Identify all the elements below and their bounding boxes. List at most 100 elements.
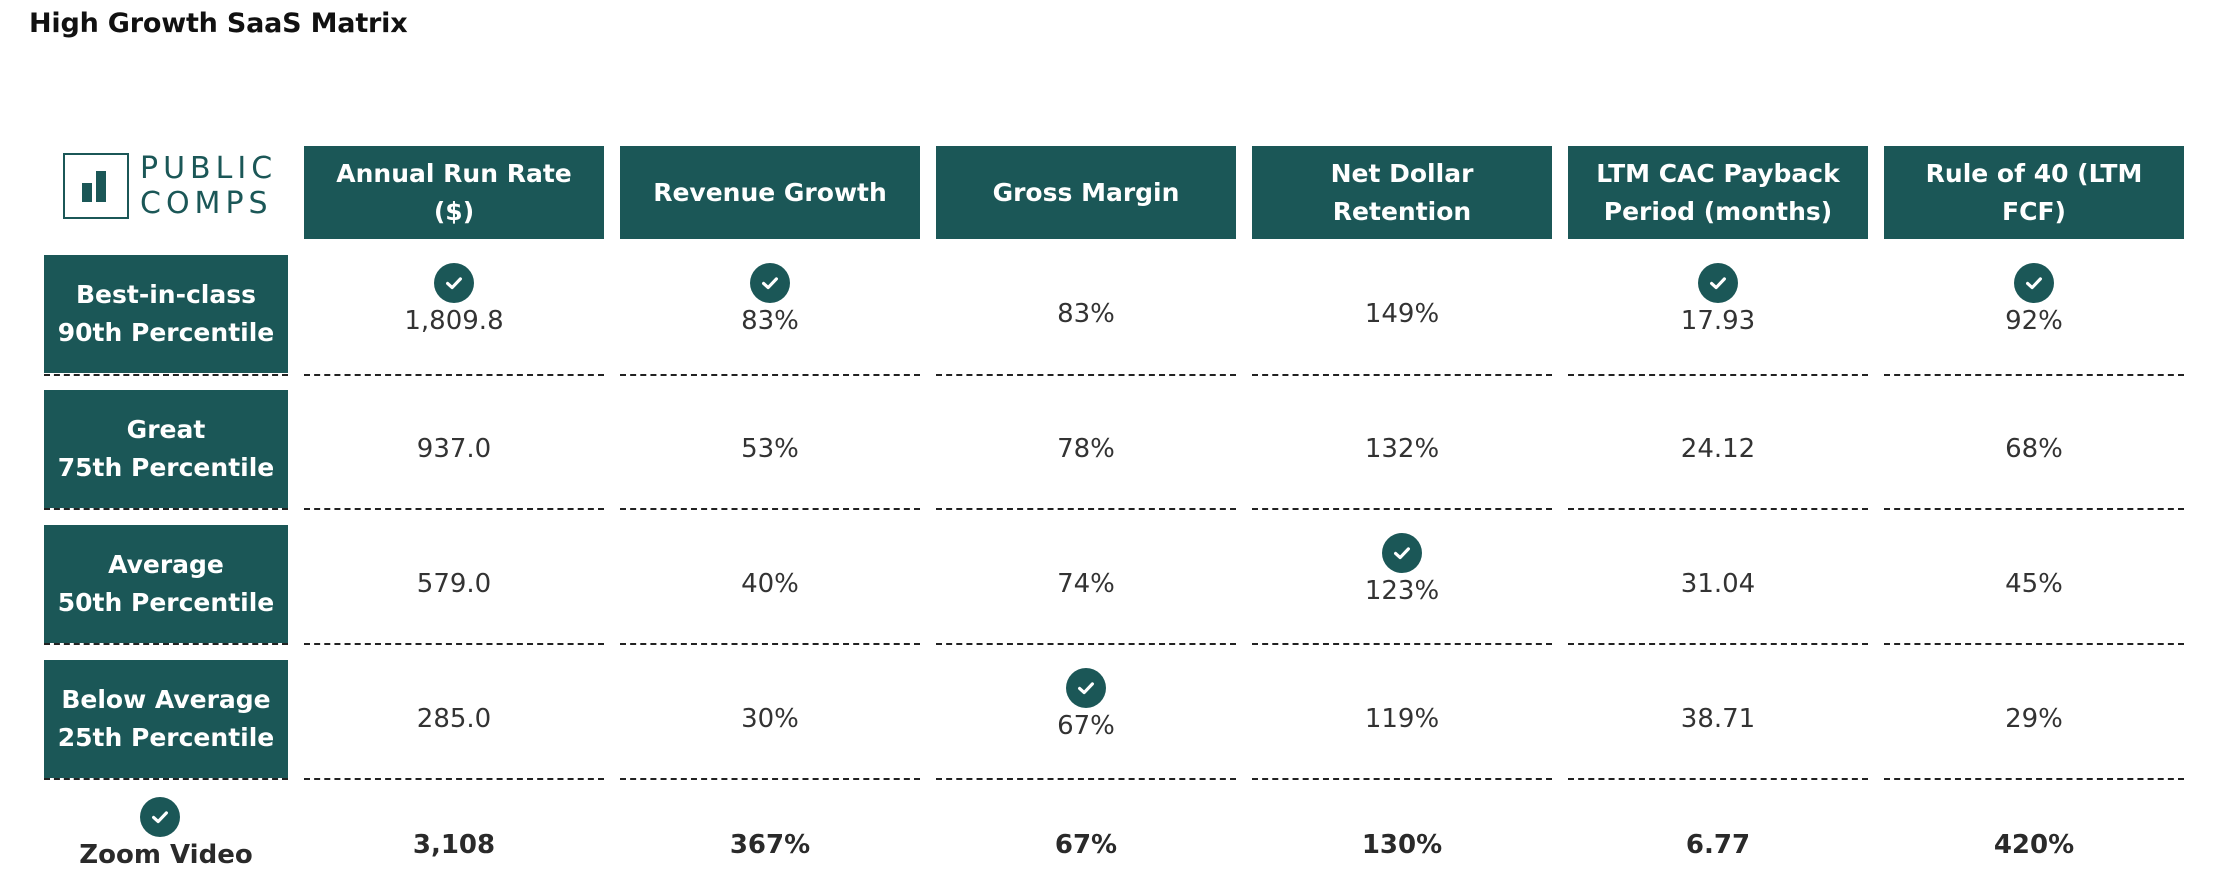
matrix-cell: 38.71 bbox=[1568, 660, 1868, 778]
row-divider bbox=[620, 643, 920, 645]
company-value-annual-run-rate: 3,108 bbox=[412, 830, 496, 860]
cell-value: 29% bbox=[2005, 704, 2063, 734]
row-header: Average 50th Percentile bbox=[44, 525, 288, 643]
row-divider bbox=[1252, 374, 1552, 376]
row-header-percentile: 50th Percentile bbox=[57, 588, 275, 617]
matrix-cell: 937.0 bbox=[304, 390, 604, 508]
matrix-cell: 285.0 bbox=[304, 660, 604, 778]
column-header-gross-margin: Gross Margin bbox=[936, 146, 1236, 239]
checkmark-icon bbox=[1066, 668, 1106, 708]
row-header: Best-in-class 90th Percentile bbox=[44, 255, 288, 373]
row-divider bbox=[620, 778, 920, 780]
matrix-cell: 53% bbox=[620, 390, 920, 508]
checkmark-icon bbox=[1698, 263, 1738, 303]
row-header: Below Average 25th Percentile bbox=[44, 660, 288, 778]
matrix-cell: 119% bbox=[1252, 660, 1552, 778]
cell-value: 149% bbox=[1364, 299, 1440, 329]
row-divider bbox=[620, 374, 920, 376]
cell-value: 937.0 bbox=[416, 434, 492, 464]
bar-chart-icon bbox=[63, 153, 129, 219]
column-header-rule-of-40: Rule of 40 (LTM FCF) bbox=[1884, 146, 2184, 239]
cell-value: 123% bbox=[1364, 576, 1440, 606]
row-divider bbox=[1252, 643, 1552, 645]
matrix-cell: 17.93 bbox=[1568, 255, 1868, 373]
company-name: Zoom Video bbox=[79, 840, 253, 870]
public-comps-logo: PUBLIC COMPS bbox=[63, 151, 279, 221]
row-divider bbox=[1884, 374, 2184, 376]
cell-value: 83% bbox=[741, 306, 799, 336]
row-header-percentile: 25th Percentile bbox=[57, 723, 275, 752]
matrix-cell: 1,809.8 bbox=[304, 255, 604, 373]
row-divider bbox=[936, 508, 1236, 510]
row-divider bbox=[1568, 508, 1868, 510]
matrix-cell: 83% bbox=[936, 255, 1236, 373]
cell-value: 74% bbox=[1057, 569, 1115, 599]
matrix-cell: 29% bbox=[1884, 660, 2184, 778]
matrix-cell: 67% bbox=[936, 660, 1236, 778]
row-divider bbox=[1568, 643, 1868, 645]
cell-value: 68% bbox=[2005, 434, 2063, 464]
cell-value: 579.0 bbox=[416, 569, 492, 599]
column-header-cac-payback: LTM CAC Payback Period (months) bbox=[1568, 146, 1868, 239]
matrix-cell: 149% bbox=[1252, 255, 1552, 373]
row-divider bbox=[1884, 778, 2184, 780]
row-divider bbox=[1568, 374, 1868, 376]
checkmark-icon bbox=[750, 263, 790, 303]
matrix-cell: 68% bbox=[1884, 390, 2184, 508]
cell-value: 119% bbox=[1364, 704, 1440, 734]
matrix-cell: 24.12 bbox=[1568, 390, 1868, 508]
cell-value: 30% bbox=[741, 704, 799, 734]
cell-value: 31.04 bbox=[1680, 569, 1756, 599]
matrix-cell: 30% bbox=[620, 660, 920, 778]
cell-value: 45% bbox=[2005, 569, 2063, 599]
cell-value: 53% bbox=[741, 434, 799, 464]
cell-value: 132% bbox=[1364, 434, 1440, 464]
row-divider bbox=[44, 643, 288, 645]
matrix-cell: 31.04 bbox=[1568, 525, 1868, 643]
checkmark-icon bbox=[2014, 263, 2054, 303]
column-header-net-dollar-retention: Net Dollar Retention bbox=[1252, 146, 1552, 239]
matrix-cell: 579.0 bbox=[304, 525, 604, 643]
row-header-tier: Average bbox=[108, 550, 224, 579]
row-divider bbox=[44, 374, 288, 376]
matrix-cell: 78% bbox=[936, 390, 1236, 508]
cell-value: 78% bbox=[1057, 434, 1115, 464]
company-check-icon bbox=[140, 797, 180, 839]
cell-value: 67% bbox=[1057, 711, 1115, 741]
company-value-rule-of-40: 420% bbox=[1993, 830, 2075, 860]
column-header-annual-run-rate: Annual Run Rate ($) bbox=[304, 146, 604, 239]
row-divider bbox=[304, 778, 604, 780]
matrix-cell: 83% bbox=[620, 255, 920, 373]
matrix-cell: 92% bbox=[1884, 255, 2184, 373]
row-divider bbox=[304, 374, 604, 376]
matrix-cell: 132% bbox=[1252, 390, 1552, 508]
cell-value: 83% bbox=[1057, 299, 1115, 329]
logo-text: PUBLIC COMPS bbox=[140, 151, 277, 221]
row-header-percentile: 90th Percentile bbox=[57, 318, 275, 347]
cell-value: 24.12 bbox=[1680, 434, 1756, 464]
row-divider bbox=[304, 643, 604, 645]
row-divider bbox=[44, 778, 288, 780]
row-header: Great 75th Percentile bbox=[44, 390, 288, 508]
matrix-cell: 123% bbox=[1252, 525, 1552, 643]
row-divider bbox=[44, 508, 288, 510]
logo-line-2: COMPS bbox=[140, 186, 273, 221]
column-header-revenue-growth: Revenue Growth bbox=[620, 146, 920, 239]
row-divider bbox=[936, 374, 1236, 376]
row-divider bbox=[304, 508, 604, 510]
row-header-percentile: 75th Percentile bbox=[57, 453, 275, 482]
cell-value: 38.71 bbox=[1680, 704, 1756, 734]
row-header-tier: Below Average bbox=[61, 685, 271, 714]
checkmark-icon bbox=[434, 263, 474, 303]
row-divider bbox=[936, 643, 1236, 645]
row-divider bbox=[1884, 508, 2184, 510]
company-value-gross-margin: 67% bbox=[1054, 830, 1118, 860]
cell-value: 1,809.8 bbox=[404, 306, 504, 336]
matrix-cell: 45% bbox=[1884, 525, 2184, 643]
company-value-net-dollar-retention: 130% bbox=[1361, 830, 1443, 860]
row-divider bbox=[620, 508, 920, 510]
row-divider bbox=[1252, 508, 1552, 510]
cell-value: 17.93 bbox=[1680, 306, 1756, 336]
logo-line-1: PUBLIC bbox=[140, 151, 278, 186]
company-value-revenue-growth: 367% bbox=[729, 830, 811, 860]
